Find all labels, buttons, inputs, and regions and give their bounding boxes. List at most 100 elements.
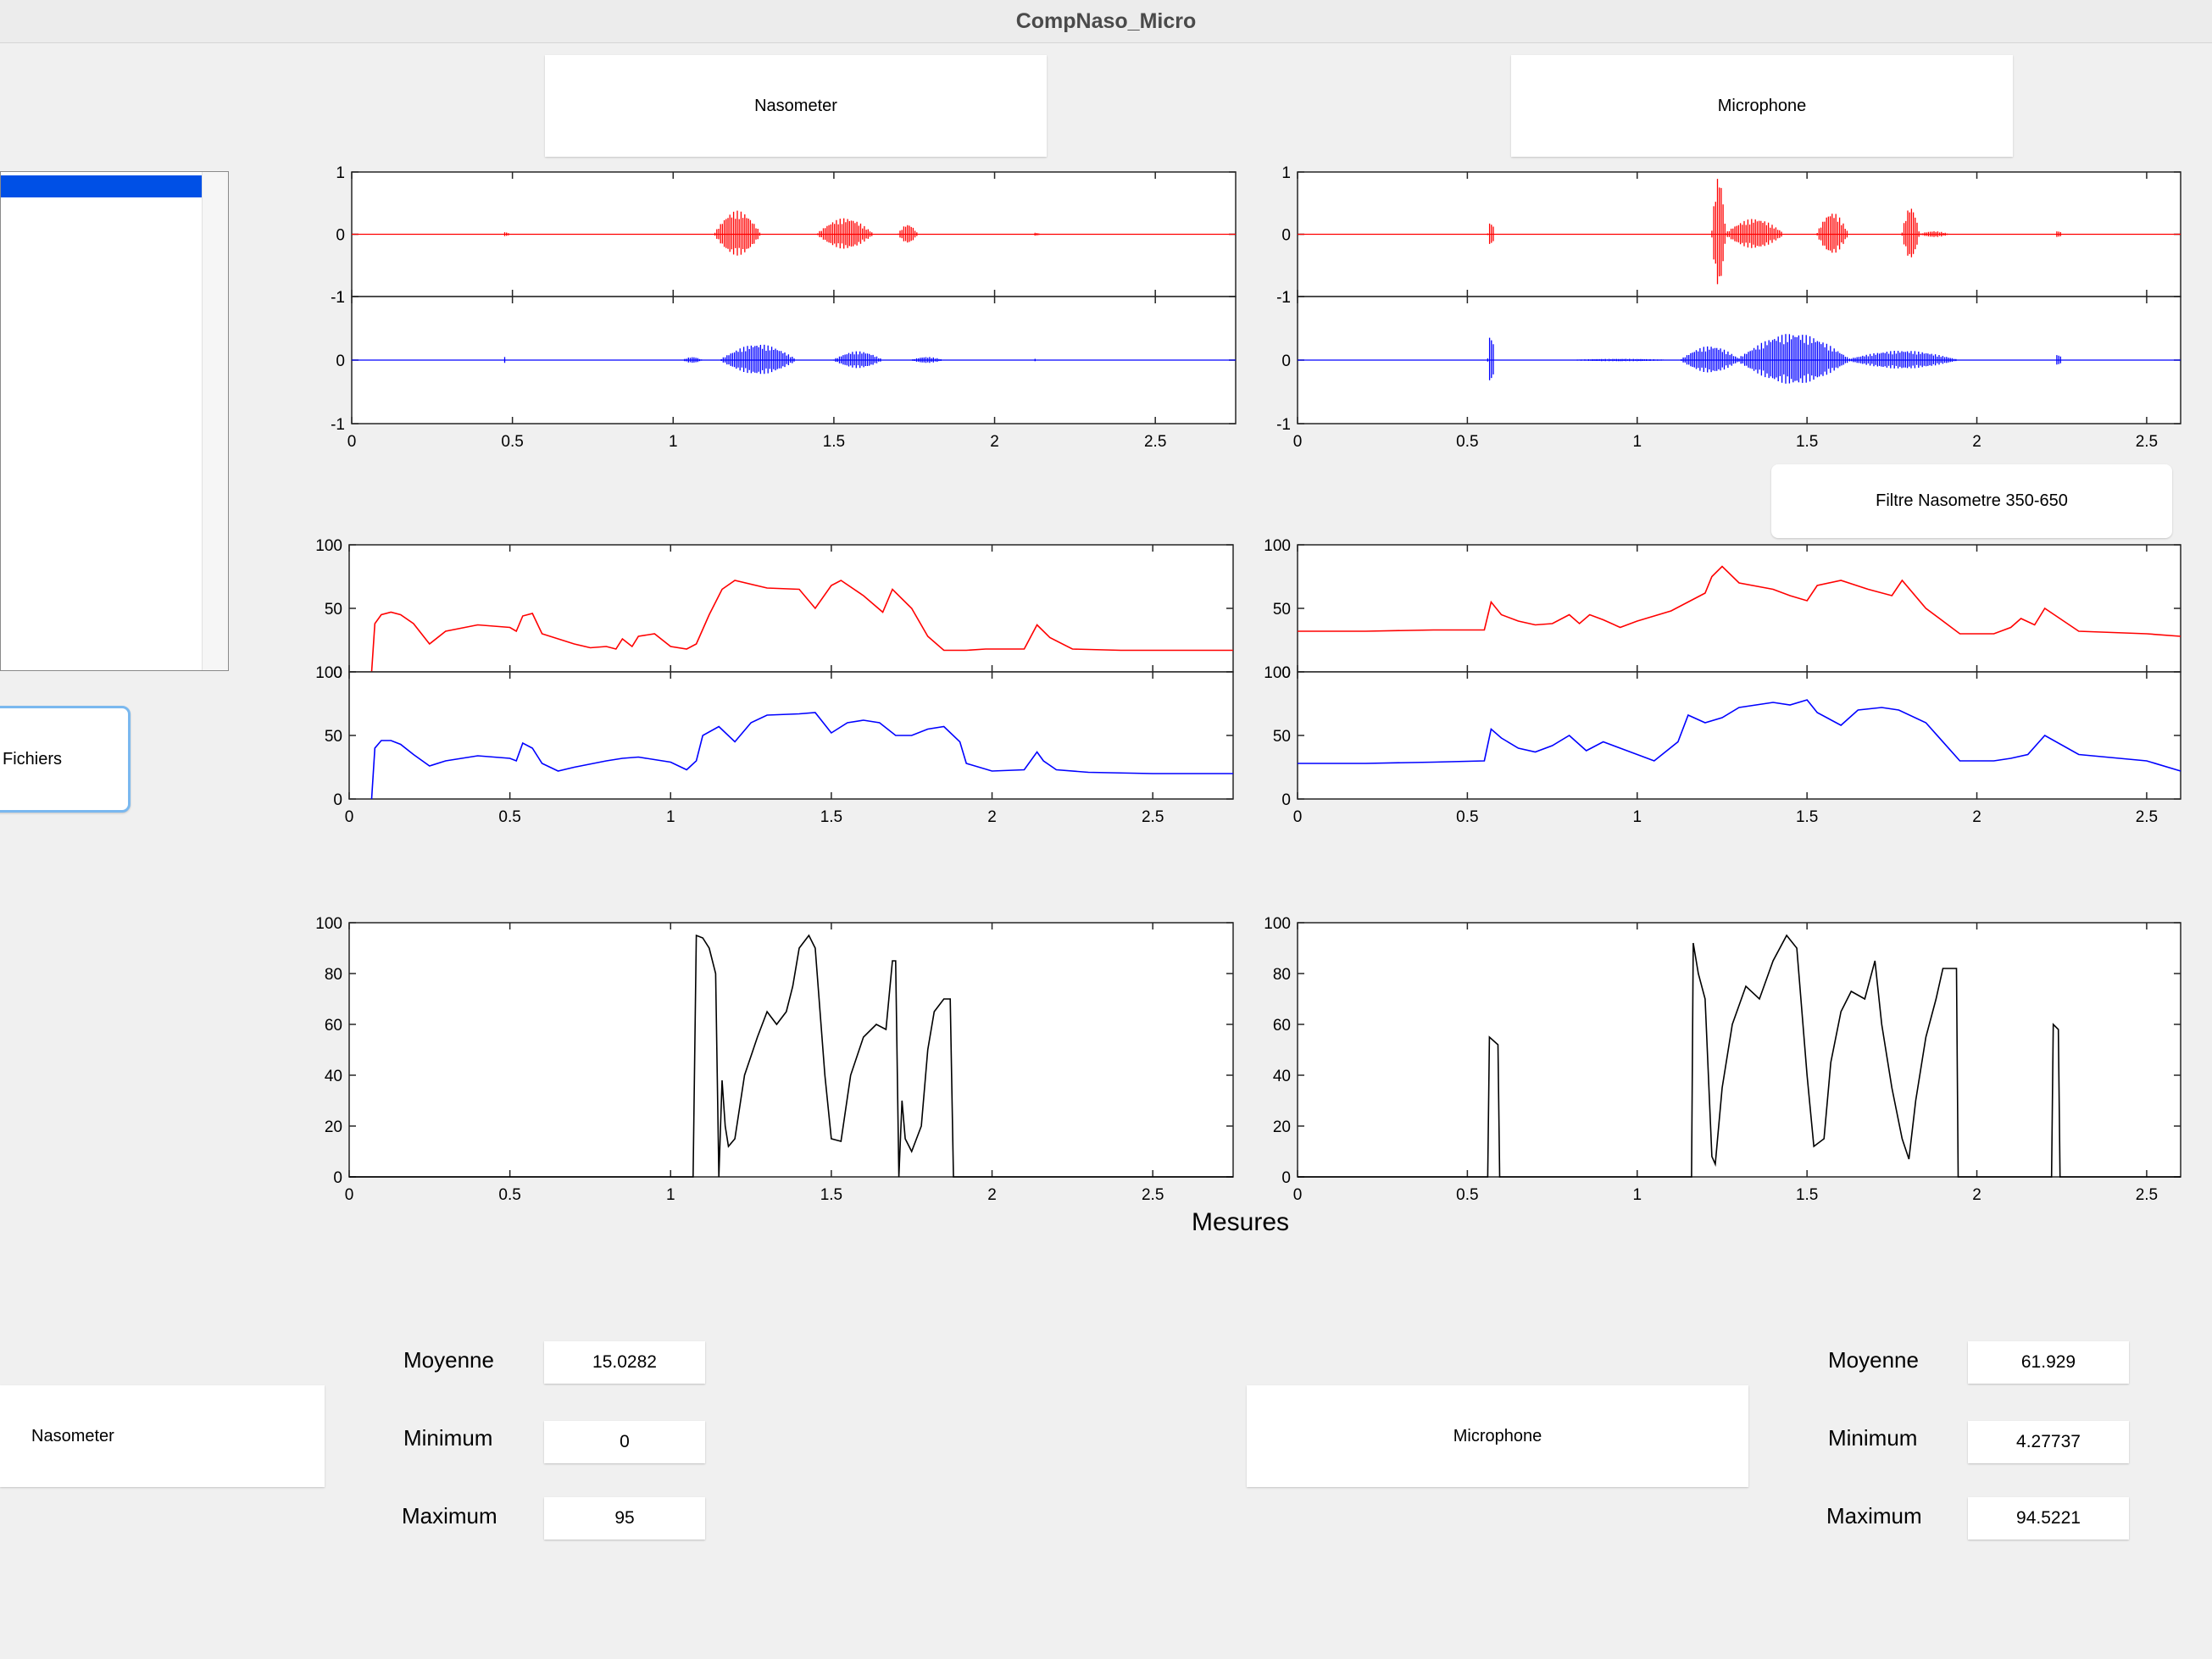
x-tick-label: 0 [1293,1186,1303,1204]
waveform-burst [817,218,873,249]
waveform-burst [1032,232,1040,236]
x-tick-label: 0 [1293,433,1303,451]
x-tick-label: 0.5 [1456,433,1478,451]
x-tick-label: 0 [345,808,354,826]
y-tick-label: 50 [325,728,342,746]
waveform-burst [1847,351,1957,369]
x-tick-label: 1 [669,433,678,451]
waveform-bottom-series [1298,334,2181,384]
file-listbox[interactable] [0,171,229,671]
x-tick-label: 1 [1632,1186,1642,1204]
y-tick-label: 0 [1281,352,1291,370]
y-tick-label: 0 [1281,664,1291,682]
waveform-burst [714,210,761,256]
x-tick-label: 0.5 [498,1186,520,1204]
naso-maximum-label: Maximum [402,1503,497,1529]
microphone-nasalance-axes: 0 20 40 60 80 100 0 0.5 1 1.5 2 2.5 [1264,915,2181,1204]
waveform-burst [1918,231,1950,237]
y-tick-label: 40 [325,1068,342,1085]
x-tick-label: 0.5 [1456,1186,1478,1204]
micro-minimum-label: Minimum [1828,1425,1918,1451]
waveform-burst [1681,346,1738,373]
energy-top-frame [348,544,1234,673]
waveform-burst [1487,337,1494,380]
micro-moyenne-field[interactable]: 61.929 [1968,1341,2129,1384]
y-tick-label: 100 [1264,664,1291,682]
x-tick-label: 2 [990,433,999,451]
y-tick-label: 50 [325,601,342,619]
nasometer-top-button[interactable]: Nasometer [545,55,1047,157]
naso-minimum-field[interactable]: 0 [544,1421,705,1463]
nasometer-nasalance-axes: 0 20 40 60 80 100 0 0.5 1 1.5 2 2.5 [315,915,1234,1204]
microphone-bottom-button[interactable]: Microphone [1247,1385,1748,1487]
y-tick-label: 0 [1281,791,1291,809]
naso-moyenne-field[interactable]: 15.0282 [544,1341,705,1384]
filtre-nasometre-button[interactable]: Filtre Nasometre 350-650 [1771,464,2172,538]
x-tick-label: 2 [987,1186,997,1204]
waveform-burst [1032,358,1036,362]
x-tick-label: 0 [345,1186,354,1204]
micro-minimum-field[interactable]: 4.27737 [1968,1421,2129,1463]
x-tick-label: 2.5 [1144,433,1166,451]
x-tick-label: 0.5 [501,433,523,451]
nasometer-bottom-button[interactable]: Nasometer [0,1385,325,1487]
y-tick-label: 0 [333,791,342,809]
y-tick-label: 0 [1281,227,1291,245]
naso-minimum-label: Minimum [403,1425,493,1451]
selected-list-item[interactable] [1,175,202,197]
waveform-burst [720,344,795,375]
y-tick-label: 0 [333,1169,342,1187]
waveform-burst [1487,223,1494,244]
waveform-burst [833,351,881,369]
y-tick-label: 60 [1273,1017,1291,1035]
x-tick-label: 0 [1293,808,1303,826]
y-tick-label: 100 [315,915,342,933]
window-title: CompNaso_Micro [0,0,2212,43]
energy-top-series [1298,565,2181,637]
x-tick-label: 1.5 [820,1186,842,1204]
y-tick-label: 60 [325,1017,342,1035]
waveform-burst [1816,214,1848,253]
y-tick-label: 80 [325,966,342,984]
waveform-burst [1711,179,1726,285]
mesures-xlabel: Mesures [1192,1208,1290,1236]
x-tick-label: 1.5 [820,808,842,826]
x-tick-label: 1 [666,808,675,826]
waveform-burst [502,232,509,236]
energy-top-series [370,580,1233,673]
waveform-burst [1725,219,1782,248]
x-tick-label: 0.5 [498,808,520,826]
x-tick-label: 2.5 [2136,433,2158,451]
x-tick-label: 2 [1972,433,1981,451]
y-tick-label: 1 [336,289,345,307]
waveform-burst [502,357,506,363]
y-tick-label: -1 [1276,416,1291,434]
waveform-bottom-series [352,344,1236,375]
y-tick-label: 0 [1281,1169,1291,1187]
listbox-scrollbar[interactable] [202,172,228,670]
fichiers-button[interactable]: Fichiers [0,706,131,813]
micro-maximum-field[interactable]: 94.5221 [1968,1497,2129,1540]
x-tick-label: 2.5 [1142,1186,1164,1204]
y-tick-label: 40 [1273,1068,1291,1085]
x-tick-label: 1.5 [1796,808,1818,826]
waveform-burst [1901,208,1920,258]
nasalance-frame [348,922,1234,1178]
microphone-top-button[interactable]: Microphone [1511,55,2013,157]
naso-maximum-field[interactable]: 95 [544,1497,705,1540]
x-tick-label: 1 [1632,808,1642,826]
x-tick-label: 2 [987,808,997,826]
waveform-burst [1738,334,1848,384]
x-tick-label: 1 [666,1186,675,1204]
y-tick-label: 20 [1273,1118,1291,1136]
y-tick-label: 0 [336,352,345,370]
x-tick-label: 2.5 [2136,808,2158,826]
y-tick-label: 100 [315,537,342,555]
y-tick-label: 100 [1264,537,1291,555]
waveform-burst [910,357,943,363]
micro-maximum-label: Maximum [1826,1503,1922,1529]
